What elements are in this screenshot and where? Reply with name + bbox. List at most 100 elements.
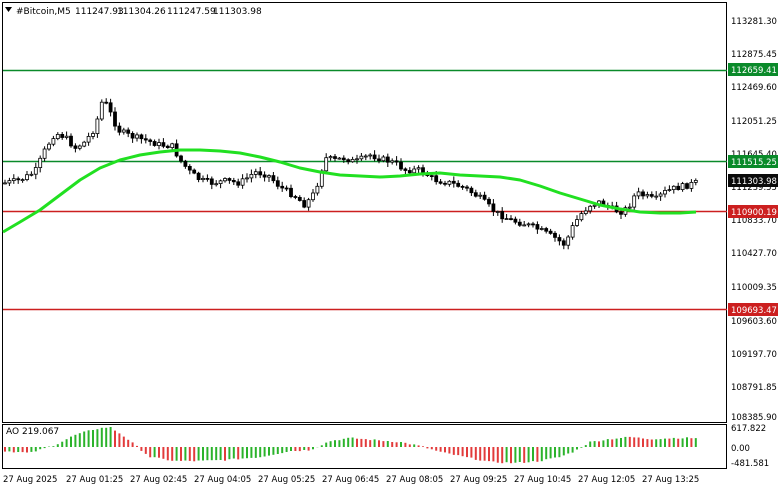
- level-tag-green-upper: [728, 63, 778, 76]
- current-price-tag: [728, 174, 778, 187]
- candle-body: [526, 223, 531, 226]
- time-tick: 27 Aug 09:25: [450, 475, 507, 485]
- candle-body: [381, 156, 386, 162]
- candle-body: [482, 194, 487, 200]
- price-tick: 109197.70: [731, 350, 777, 360]
- candle-body: [42, 148, 47, 159]
- candle-body: [416, 167, 421, 170]
- candle-body: [553, 232, 557, 238]
- candle-body: [315, 185, 320, 194]
- candle-body: [390, 160, 395, 163]
- candle-body: [500, 211, 505, 220]
- candle-body: [491, 203, 496, 212]
- candle-body: [359, 155, 364, 160]
- price-tick: 109603.60: [731, 317, 777, 327]
- candle-body: [170, 143, 175, 149]
- candle-body: [7, 180, 12, 184]
- candle-body: [152, 141, 157, 146]
- candle-body: [654, 195, 659, 198]
- time-tick: 27 Aug 08:05: [386, 475, 443, 485]
- candlestick-series[interactable]: [3, 98, 698, 250]
- candle-body: [350, 158, 355, 163]
- candle-body: [504, 218, 509, 221]
- close-value: 111303.98: [213, 7, 262, 17]
- price-tick: 111239.55: [731, 183, 777, 193]
- candle-body: [165, 145, 170, 148]
- oscillator-tick: 617.822: [731, 424, 766, 434]
- candle-body: [671, 185, 676, 191]
- candle-body: [566, 236, 571, 246]
- candle-body: [183, 160, 188, 167]
- candle-body: [377, 158, 381, 162]
- candle-body: [51, 138, 56, 145]
- candle-body: [262, 174, 267, 178]
- candle-body: [236, 181, 241, 186]
- candle-body: [3, 182, 7, 185]
- candle-body: [531, 223, 535, 226]
- candle-body: [460, 185, 465, 188]
- time-tick: 27 Aug 06:45: [322, 475, 379, 485]
- time-tick: 27 Aug 01:25: [66, 475, 123, 485]
- candle-body: [99, 101, 104, 120]
- high-value: 111304.26: [117, 7, 166, 17]
- candle-body: [73, 145, 78, 149]
- candle-body: [148, 139, 153, 142]
- low-value: 111247.59: [167, 7, 216, 17]
- candle-body: [689, 181, 694, 189]
- candle-body: [157, 142, 161, 147]
- candle-body: [557, 237, 562, 242]
- candle-body: [588, 205, 593, 212]
- candle-body: [91, 133, 95, 137]
- price-axis[interactable]: 113281.30 112875.45 112469.60 112051.25 …: [731, 17, 777, 423]
- time-tick: 27 Aug 2025: [3, 475, 57, 485]
- candle-body: [456, 182, 461, 187]
- candle-body: [249, 173, 254, 179]
- time-tick: 27 Aug 04:05: [194, 475, 251, 485]
- candle-body: [29, 173, 34, 176]
- candle-body: [372, 154, 377, 160]
- level-tag-red-lower-text: 109693.47: [731, 306, 777, 316]
- moving-average-line[interactable]: [2, 148, 697, 234]
- candle-body: [465, 186, 469, 189]
- dropdown-triangle-icon[interactable]: [5, 7, 12, 12]
- level-tag-red-upper-text: 110900.19: [731, 208, 777, 218]
- price-tick: 110427.70: [731, 249, 777, 259]
- candle-body: [434, 175, 439, 183]
- candle-body: [636, 191, 641, 197]
- candle-body: [139, 134, 144, 140]
- candle-body: [126, 129, 131, 134]
- awesome-oscillator-bars: [4, 427, 697, 464]
- candle-body: [143, 138, 148, 141]
- candle-body: [33, 167, 38, 175]
- candle-body: [368, 154, 373, 157]
- candle-body: [192, 169, 197, 174]
- candle-body: [47, 143, 51, 150]
- price-tick: 112875.45: [731, 50, 777, 60]
- chart-header: #Bitcoin,M5 111247.93 111304.26 111247.5…: [5, 7, 262, 17]
- candle-body: [231, 179, 236, 183]
- candle-body: [293, 196, 298, 198]
- symbol-label: #Bitcoin,M5: [16, 7, 71, 17]
- candle-body: [161, 142, 166, 147]
- candle-body: [130, 132, 135, 139]
- candle-body: [407, 170, 412, 174]
- candle-body: [693, 179, 698, 183]
- time-axis[interactable]: 27 Aug 2025 27 Aug 01:25 27 Aug 02:45 27…: [3, 475, 699, 485]
- candle-body: [539, 228, 544, 230]
- candle-body: [77, 145, 82, 149]
- candle-body: [196, 172, 201, 180]
- candle-body: [258, 171, 263, 176]
- candle-body: [487, 198, 491, 205]
- candle-body: [38, 157, 43, 169]
- level-tag-red-lower: [728, 303, 778, 316]
- candle-body: [399, 161, 403, 170]
- level-tag-red-upper: [728, 205, 778, 218]
- candle-body: [284, 187, 289, 190]
- candle-body: [341, 157, 346, 161]
- candle-body: [658, 193, 663, 197]
- candle-body: [275, 180, 280, 187]
- candle-body: [680, 183, 685, 191]
- candle-body: [412, 168, 417, 174]
